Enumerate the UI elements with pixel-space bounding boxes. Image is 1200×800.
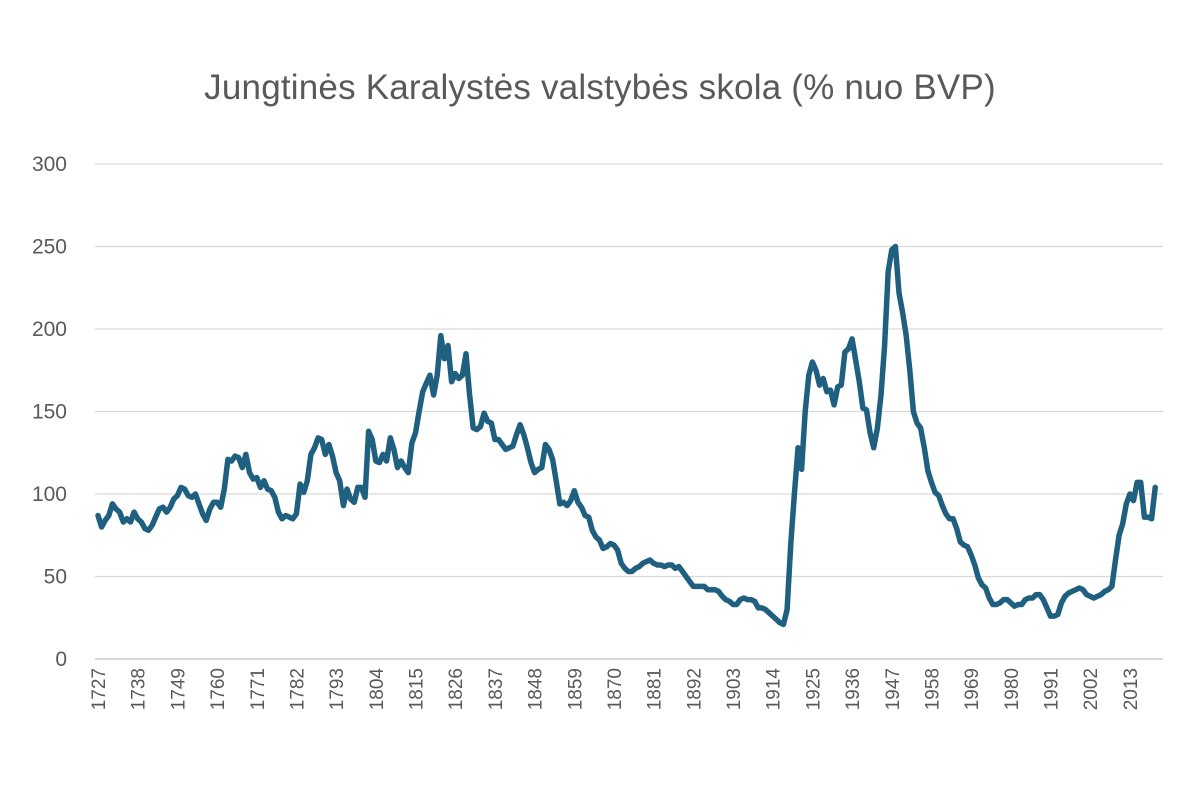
x-tick-label: 1848	[526, 668, 547, 710]
y-tick-label: 250	[32, 236, 67, 259]
x-tick-label: 1980	[1002, 668, 1023, 710]
x-tick-label: 1826	[446, 668, 467, 710]
x-tick-label: 1969	[962, 668, 983, 710]
x-tick-label: 1914	[764, 668, 785, 711]
x-tick-label: 1760	[208, 668, 229, 710]
gridlines	[95, 163, 1163, 660]
x-tick-label: 1870	[605, 668, 626, 710]
chart-title: Jungtinės Karalystės valstybės skola (% …	[204, 68, 996, 107]
x-tick-label: 1859	[565, 668, 586, 710]
x-tick-label: 1815	[407, 668, 428, 710]
x-tick-label: 1837	[486, 668, 507, 710]
x-tick-label: 1804	[367, 668, 388, 711]
y-tick-label: 100	[32, 483, 67, 506]
x-tick-label: 1881	[645, 668, 666, 710]
x-tick-label: 1958	[922, 668, 943, 710]
x-tick-label: 1903	[724, 668, 745, 710]
x-tick-label: 1738	[129, 668, 150, 710]
x-tick-label: 1727	[89, 668, 110, 710]
y-tick-label: 150	[32, 401, 67, 424]
y-tick-label: 0	[55, 648, 67, 671]
x-tick-label: 1936	[843, 668, 864, 710]
y-tick-label: 300	[32, 153, 67, 176]
x-tick-label: 1925	[803, 668, 824, 710]
x-tick-label: 1793	[327, 668, 348, 710]
y-tick-label: 50	[44, 566, 67, 589]
x-tick-label: 1892	[684, 668, 705, 710]
x-tick-label: 1749	[168, 668, 189, 710]
x-tick-label: 1991	[1042, 668, 1063, 710]
y-axis-tick-labels: 0 50 100 150 200 250 300	[32, 153, 67, 671]
series-layer	[95, 243, 1158, 628]
x-tick-label: 2002	[1081, 668, 1102, 710]
x-tick-label: 1771	[248, 668, 269, 710]
series-line	[95, 243, 1158, 628]
x-axis-tick-labels: 1727 1738 1749 1760 1771 1782 1793 1804 1815 1826…	[89, 668, 1142, 711]
x-tick-label: 2013	[1121, 668, 1142, 710]
y-tick-label: 200	[32, 318, 67, 341]
x-tick-label: 1782	[287, 668, 308, 710]
x-tick-label: 1947	[883, 668, 904, 710]
